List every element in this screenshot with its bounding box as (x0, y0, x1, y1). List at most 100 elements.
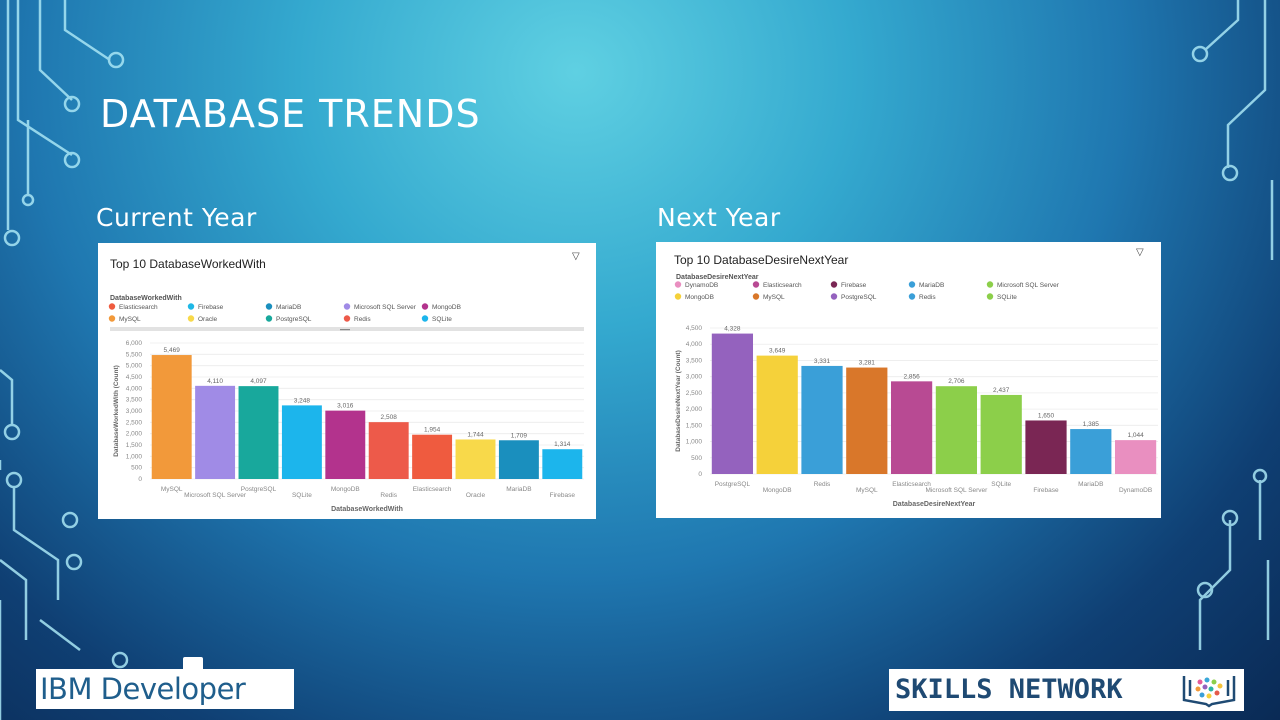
y-tick-label: 1,000 (126, 453, 143, 460)
bar (756, 355, 798, 474)
chart-title: Top 10 DatabaseDesireNextYear (674, 253, 849, 267)
legend-title: DatabaseDesireNextYear (676, 274, 759, 281)
y-tick-label: 2,000 (126, 431, 143, 438)
y-axis-label: DatabaseWorkedWith (Count) (113, 365, 120, 457)
skills-network-logo-text: SKILLS NETWORK (895, 674, 1123, 705)
filter-icon[interactable]: ▽ (1136, 247, 1144, 258)
bar-value-label: 3,016 (337, 403, 354, 410)
y-tick-label: 3,000 (126, 408, 143, 415)
legend-swatch (343, 315, 351, 322)
x-tick-label: PostgreSQL (241, 486, 277, 493)
legend-title: DatabaseWorkedWith (110, 295, 182, 302)
legend-swatch (830, 293, 838, 300)
y-tick-label: 500 (131, 465, 142, 472)
bar (980, 394, 1022, 474)
legend-label: DynamoDB (685, 282, 718, 289)
slide-title: DATABASE TRENDS (100, 92, 481, 136)
x-tick-label: DynamoDB (1119, 487, 1152, 494)
x-tick-label: Firebase (1033, 487, 1059, 494)
y-tick-label: 4,500 (126, 374, 143, 381)
bar-value-label: 1,954 (424, 427, 441, 434)
x-tick-label: Firebase (550, 492, 576, 499)
legend-label: Microsoft SQL Server (354, 304, 417, 311)
legend-label: Firebase (841, 282, 867, 289)
y-tick-label: 4,500 (686, 325, 703, 332)
legend-swatch (752, 281, 760, 288)
legend-swatch (265, 315, 273, 322)
bar (935, 386, 978, 474)
y-tick-label: 2,500 (686, 390, 703, 397)
legend-label: SQLite (997, 294, 1017, 301)
legend-label: Microsoft SQL Server (997, 282, 1060, 289)
legend-label: Oracle (198, 316, 218, 323)
bar (455, 439, 496, 479)
bar-value-label: 4,110 (207, 378, 223, 385)
bar (281, 405, 322, 479)
bar (1025, 420, 1067, 474)
open-book-icon (1182, 676, 1236, 708)
y-tick-label: 6,000 (126, 340, 143, 347)
legend-label: SQLite (432, 316, 452, 323)
chart-current-year: DatabaseWorkedWith Elasticsearch Firebase M… (108, 295, 584, 513)
bar-value-label: 1,709 (511, 432, 528, 439)
bar (542, 449, 583, 479)
legend-swatch (187, 315, 195, 322)
filter-icon[interactable]: ▽ (572, 251, 580, 262)
bar-value-label: 4,097 (250, 378, 267, 385)
ibm-developer-logo: IBM Developer (36, 657, 294, 709)
legend-swatch (830, 281, 838, 288)
legend-swatch (674, 281, 682, 288)
x-tick-label: Microsoft SQL Server (925, 487, 988, 494)
legend-swatch (986, 293, 994, 300)
legend-swatch (421, 315, 429, 322)
bar (890, 381, 933, 474)
x-tick-label: MongoDB (331, 486, 360, 493)
y-tick-label: 500 (691, 455, 702, 462)
bar-value-label: 5,469 (164, 347, 181, 354)
legend-label: MySQL (119, 316, 141, 323)
current-year-label: Current Year (96, 203, 257, 232)
x-tick-label: Microsoft SQL Server (184, 492, 247, 499)
legend-label: MariaDB (276, 304, 301, 311)
x-tick-label: MariaDB (1078, 481, 1103, 488)
y-tick-label: 3,000 (686, 374, 703, 381)
y-tick-label: 3,500 (686, 357, 703, 364)
bar-value-label: 2,437 (993, 387, 1010, 394)
y-tick-label: 1,000 (686, 439, 703, 446)
legend-label: MongoDB (685, 294, 714, 301)
x-tick-label: PostgreSQL (715, 481, 751, 488)
bar-value-label: 3,649 (769, 348, 786, 355)
y-tick-label: 5,500 (126, 351, 143, 358)
legend-swatch (674, 293, 682, 300)
bar-value-label: 3,281 (859, 360, 876, 367)
legend-label: Redis (919, 294, 936, 301)
y-tick-label: 1,500 (126, 442, 143, 449)
legend-swatch (187, 303, 195, 310)
x-axis-label: DatabaseDesireNextYear (893, 501, 976, 508)
legend-label: MariaDB (919, 282, 944, 289)
x-tick-label: Redis (380, 492, 397, 499)
y-tick-label: 0 (698, 471, 702, 478)
bar (195, 385, 236, 479)
legend-swatch (343, 303, 351, 310)
legend-swatch (265, 303, 273, 310)
x-tick-label: Elasticsearch (413, 486, 452, 493)
y-tick-label: 0 (138, 476, 142, 483)
bar-value-label: 2,856 (903, 373, 920, 380)
bar-value-label: 3,248 (294, 397, 311, 404)
chart-panel-current-year: Top 10 DatabaseWorkedWith ▽ DatabaseWork… (98, 243, 596, 519)
bar (846, 367, 888, 474)
y-axis-label: DatabaseDesireNextYear (Count) (675, 350, 682, 452)
bar-value-label: 2,706 (948, 378, 965, 385)
bar (151, 355, 192, 479)
bar (325, 410, 366, 479)
legend-swatch (908, 281, 916, 288)
x-tick-label: Redis (814, 481, 831, 488)
x-tick-label: MariaDB (506, 486, 531, 493)
ibm-developer-logo-text: IBM Developer (40, 672, 246, 706)
x-tick-label: MySQL (856, 487, 878, 494)
bar-value-label: 1,044 (1127, 432, 1144, 439)
bar-value-label: 1,744 (467, 431, 484, 438)
bar-value-label: 1,650 (1038, 412, 1055, 419)
legend-label: Redis (354, 316, 371, 323)
